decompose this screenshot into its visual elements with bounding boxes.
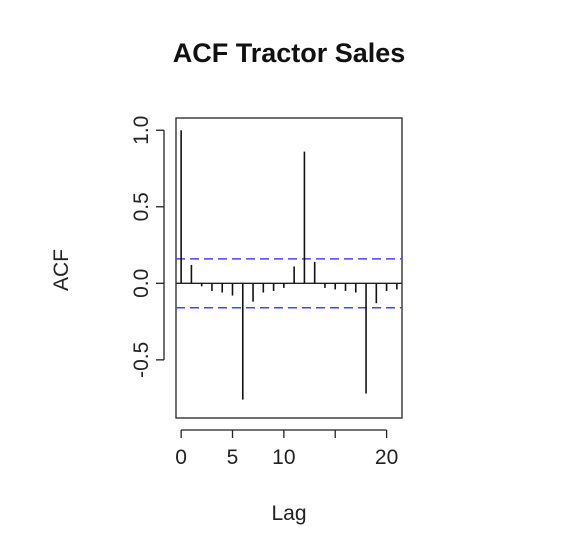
plot-area xyxy=(175,117,403,419)
x-axis: 0 5 10 20 xyxy=(175,429,398,469)
y-axis: -0.5 0.0 0.5 1.0 xyxy=(130,116,165,378)
y-tick-label: 0.5 xyxy=(130,192,153,221)
chart-title: ACF Tractor Sales xyxy=(173,38,406,68)
x-tick-label: 0 xyxy=(175,446,187,469)
y-axis-label: ACF xyxy=(50,249,73,291)
y-tick-label: 0.0 xyxy=(130,269,153,298)
x-tick-label: 10 xyxy=(272,446,295,469)
acf-bars xyxy=(180,130,398,400)
y-tick-label: 1.0 xyxy=(130,116,153,145)
x-tick-label: 5 xyxy=(227,446,239,469)
confidence-lines xyxy=(176,258,402,309)
x-axis-label: Lag xyxy=(271,502,306,525)
plot-frame xyxy=(175,117,403,419)
x-tick-label: 20 xyxy=(375,446,398,469)
y-tick-label: -0.5 xyxy=(130,342,153,378)
